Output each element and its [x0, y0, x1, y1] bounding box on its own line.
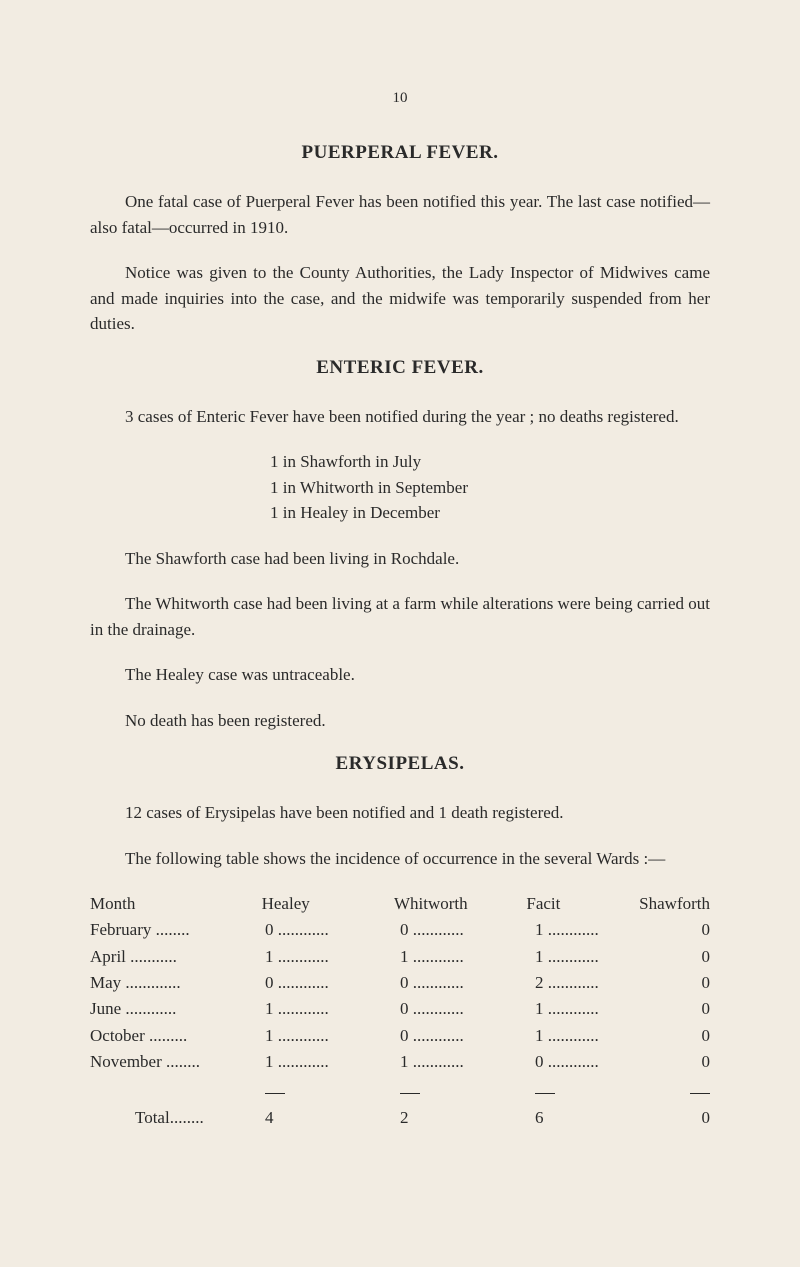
cell-whitworth: 1 ............ [400, 944, 535, 970]
erysipelas-p1: 12 cases of Erysipelas have been notifie… [90, 800, 710, 826]
erysipelas-table-header: Month Healey Whitworth Facit Shawforth [90, 891, 710, 917]
cell-whitworth: 0 ............ [400, 970, 535, 996]
cell-month: November ........ [90, 1049, 265, 1075]
cell-month: October ......... [90, 1023, 265, 1049]
enteric-list-item: 1 in Shawforth in July [270, 449, 710, 475]
table-row: November ........1 ............1 .......… [90, 1049, 710, 1075]
enteric-list: 1 in Shawforth in July 1 in Whitworth in… [270, 449, 710, 526]
col-header-shawforth: Shawforth [639, 891, 710, 917]
enteric-p2: The Shawforth case had been living in Ro… [90, 546, 710, 572]
cell-healey: 0 ............ [265, 917, 400, 943]
enteric-heading: ENTERIC FEVER. [90, 357, 710, 379]
cell-shawforth: 0 [650, 1023, 710, 1049]
cell-shawforth: 0 [650, 1049, 710, 1075]
cell-month: February ........ [90, 917, 265, 943]
col-header-facit: Facit [526, 891, 639, 917]
table-row: February ........0 ............0 .......… [90, 917, 710, 943]
table-row: April ...........1 ............1 .......… [90, 944, 710, 970]
cell-facit: 1 ............ [535, 996, 650, 1022]
cell-shawforth: 0 [650, 996, 710, 1022]
cell-month: June ............ [90, 996, 265, 1022]
cell-facit: 1 ............ [535, 1023, 650, 1049]
table-row: June ............1 ............0 .......… [90, 996, 710, 1022]
cell-whitworth: 0 ............ [400, 917, 535, 943]
cell-shawforth: 0 [650, 970, 710, 996]
col-header-month: Month [90, 891, 262, 917]
total-healey: 4 [265, 1105, 400, 1131]
enteric-p3: The Whitworth case had been living at a … [90, 591, 710, 642]
puerperal-p2: Notice was given to the County Authoriti… [90, 260, 710, 337]
cell-whitworth: 0 ............ [400, 996, 535, 1022]
total-shawforth: 0 [650, 1105, 710, 1131]
cell-healey: 1 ............ [265, 996, 400, 1022]
cell-healey: 0 ............ [265, 970, 400, 996]
puerperal-p1: One fatal case of Puerperal Fever has be… [90, 189, 710, 240]
page-number: 10 [90, 90, 710, 107]
cell-healey: 1 ............ [265, 1023, 400, 1049]
cell-whitworth: 0 ............ [400, 1023, 535, 1049]
enteric-p4: The Healey case was untraceable. [90, 662, 710, 688]
cell-facit: 2 ............ [535, 970, 650, 996]
cell-healey: 1 ............ [265, 1049, 400, 1075]
col-header-healey: Healey [262, 891, 394, 917]
total-label: Total [135, 1108, 170, 1127]
enteric-list-item: 1 in Healey in December [270, 500, 710, 526]
cell-month: May ............. [90, 970, 265, 996]
erysipelas-heading: ERYSIPELAS. [90, 753, 710, 775]
col-header-whitworth: Whitworth [394, 891, 526, 917]
cell-facit: 1 ............ [535, 944, 650, 970]
erysipelas-total-row: Total........ 4 2 6 0 [90, 1105, 710, 1131]
total-facit: 6 [535, 1105, 650, 1131]
cell-month: April ........... [90, 944, 265, 970]
enteric-list-item: 1 in Whitworth in September [270, 475, 710, 501]
enteric-p1: 3 cases of Enteric Fever have been notif… [90, 404, 710, 430]
total-separator [90, 1079, 710, 1099]
cell-facit: 0 ............ [535, 1049, 650, 1075]
table-row: October .........1 ............0 .......… [90, 1023, 710, 1049]
cell-shawforth: 0 [650, 944, 710, 970]
erysipelas-p2: The following table shows the incidence … [90, 846, 710, 872]
total-whitworth: 2 [400, 1105, 535, 1131]
cell-healey: 1 ............ [265, 944, 400, 970]
cell-whitworth: 1 ............ [400, 1049, 535, 1075]
enteric-p5: No death has been registered. [90, 708, 710, 734]
puerperal-heading: PUERPERAL FEVER. [90, 142, 710, 164]
cell-shawforth: 0 [650, 917, 710, 943]
table-row: May .............0 ............0 .......… [90, 970, 710, 996]
cell-facit: 1 ............ [535, 917, 650, 943]
